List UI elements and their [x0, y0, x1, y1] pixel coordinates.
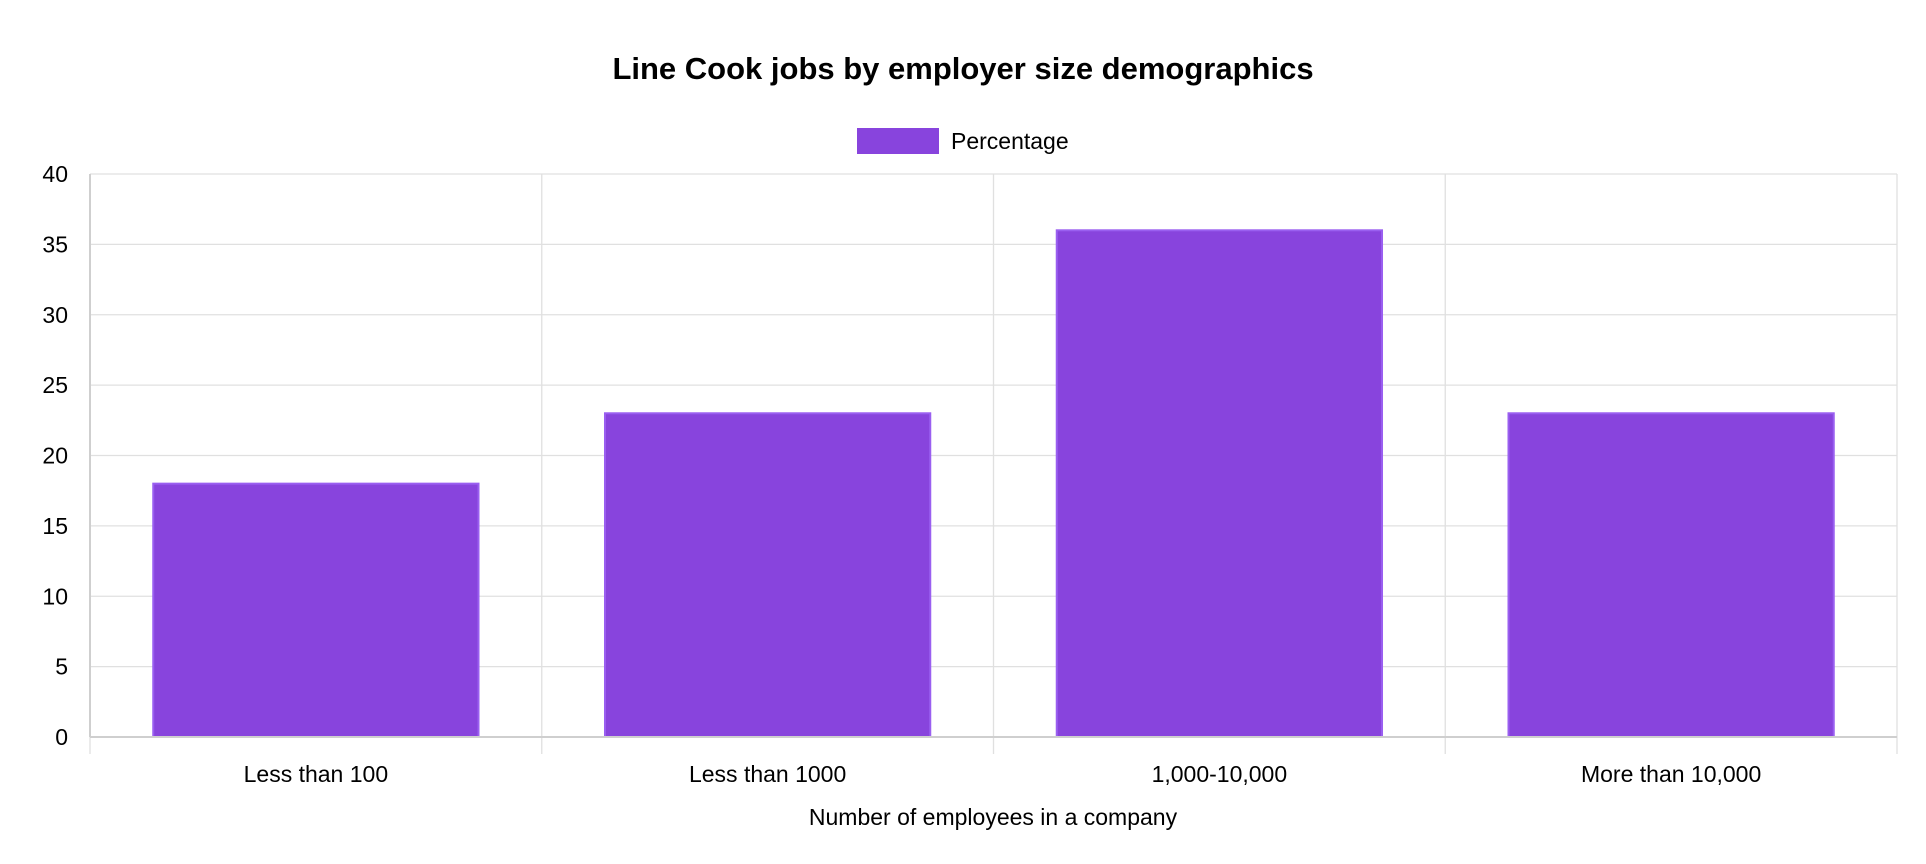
y-axis-ticks: 0 5 10 15 20 25 30 35 40	[42, 161, 68, 750]
axes	[89, 174, 1897, 738]
x-axis-ticks: Less than 100 Less than 1000 1,000-10,000 M…	[244, 761, 1762, 787]
bar[interactable]	[1507, 412, 1835, 738]
y-tick-label: 15	[42, 513, 68, 539]
x-tick-label: Less than 100	[244, 761, 389, 787]
bar[interactable]	[1055, 229, 1384, 739]
x-tick-label: Less than 1000	[689, 761, 846, 787]
y-tick-label: 20	[42, 443, 68, 469]
y-tick-label: 0	[55, 724, 68, 750]
y-tick-label: 30	[42, 302, 68, 328]
x-axis-title: Number of employees in a company	[809, 804, 1178, 830]
legend[interactable]: Percentage	[857, 128, 1069, 154]
legend-label: Percentage	[951, 128, 1069, 154]
legend-swatch	[857, 128, 939, 154]
x-tick-label: 1,000-10,000	[1152, 761, 1288, 787]
y-tick-label: 25	[42, 372, 68, 398]
bar[interactable]	[152, 482, 480, 738]
x-tick-label: More than 10,000	[1581, 761, 1761, 787]
bar[interactable]	[603, 412, 932, 738]
chart-title: Line Cook jobs by employer size demograp…	[612, 51, 1313, 86]
bars	[152, 229, 1835, 739]
y-tick-label: 10	[42, 583, 68, 609]
y-tick-label: 35	[42, 231, 68, 257]
y-tick-label: 40	[42, 161, 68, 187]
y-tick-label: 5	[55, 654, 68, 680]
